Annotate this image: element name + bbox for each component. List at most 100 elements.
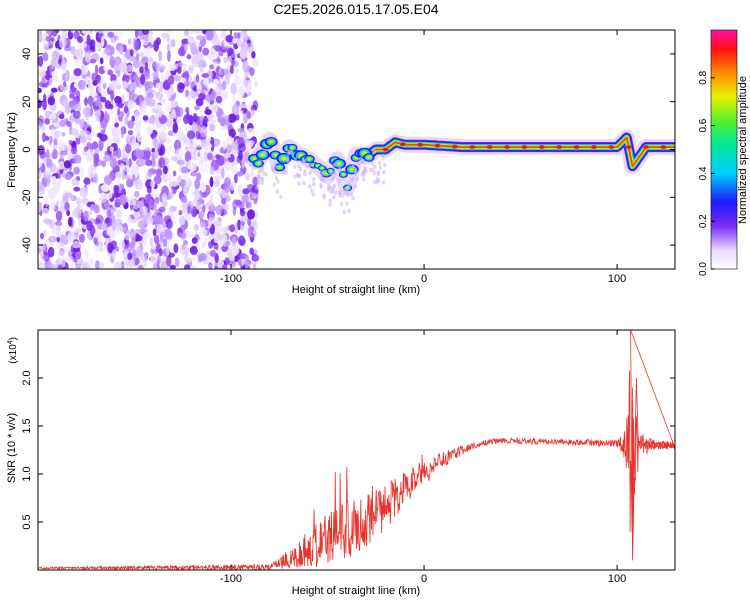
noise-blob (196, 84, 202, 93)
noise-blob (221, 90, 226, 100)
noise-blob (188, 114, 194, 126)
noise-blob (208, 213, 214, 219)
noise-blob (213, 78, 220, 85)
noise-blob (171, 110, 176, 119)
spray-dot (275, 189, 279, 194)
spray-dot (297, 181, 301, 186)
noise-blob (64, 202, 70, 212)
noise-blob (135, 52, 140, 63)
noise-blob (170, 100, 177, 109)
noise-blob (135, 151, 145, 160)
noise-blob (55, 220, 63, 227)
noise-blob (174, 257, 180, 267)
noise-blob (83, 146, 89, 152)
noise-blob (196, 142, 204, 148)
noise-blob (154, 116, 160, 124)
noise-blob (231, 104, 240, 116)
noise-blob (69, 255, 74, 262)
spray-dot (312, 177, 316, 182)
signal-peak-dot (573, 145, 580, 149)
noise-blob (38, 115, 45, 127)
noise-blob (165, 218, 173, 230)
noise-blob (117, 108, 121, 116)
noise-blob (187, 94, 191, 102)
noise-blob (75, 118, 82, 124)
colorbar-tick-label: 0.2 (698, 214, 709, 228)
noise-blob (113, 261, 122, 269)
noise-blob (207, 152, 213, 161)
noise-blob (137, 220, 145, 229)
noise-blob (42, 98, 47, 111)
noise-blob (109, 56, 116, 68)
noise-blob (226, 135, 234, 144)
noise-blob (127, 38, 135, 49)
noise-blob (142, 30, 149, 36)
noise-blob (70, 146, 78, 155)
noise-blob (93, 153, 100, 165)
noise-blob (250, 109, 256, 115)
noise-blob (62, 81, 67, 87)
noise-blob (61, 259, 66, 268)
x-tick-label: 100 (608, 573, 626, 585)
noise-blob (214, 91, 222, 97)
noise-blob (158, 50, 163, 62)
spray-dot (255, 185, 259, 190)
signal-blob (354, 156, 358, 160)
signal-peak-dot (608, 145, 615, 149)
noise-blob (107, 31, 115, 38)
noise-blob (136, 200, 144, 209)
noise-blob (92, 173, 99, 184)
noise-blob (251, 51, 256, 59)
noise-blob (224, 182, 231, 193)
signal-peak-dot (521, 145, 528, 149)
spray-dot (292, 174, 297, 179)
spray-dot (282, 170, 286, 175)
noise-blob (52, 148, 58, 160)
spray-dot (298, 174, 302, 179)
noise-blob (44, 118, 50, 125)
noise-blob (218, 50, 224, 57)
colorbar-label: Normalized spectral amplitude (737, 76, 749, 224)
noise-blob (113, 184, 120, 194)
spray-dot (310, 188, 314, 194)
noise-blob (168, 64, 177, 71)
signal-blob (269, 140, 274, 144)
noise-blob (137, 158, 146, 167)
snr-series-line (38, 330, 675, 570)
noise-blob (153, 175, 162, 185)
noise-blob (49, 188, 54, 194)
noise-blob (131, 138, 137, 148)
noise-blob (67, 232, 74, 243)
noise-blob (210, 89, 217, 100)
noise-blob (50, 74, 59, 83)
noise-blob (189, 245, 198, 255)
noise-blob (65, 69, 70, 82)
noise-blob (38, 168, 42, 180)
noise-blob (166, 105, 172, 113)
noise-blob (252, 262, 257, 269)
spray-dot (362, 177, 366, 182)
noise-blob (125, 233, 130, 241)
noise-blob (126, 229, 131, 235)
signal-peak-dot (625, 145, 632, 149)
signal-blob (316, 164, 320, 167)
noise-blob (221, 68, 229, 76)
noise-blob (71, 179, 80, 186)
noise-blob (87, 166, 92, 178)
noise-blob (186, 54, 192, 60)
noise-blob (134, 190, 140, 198)
noise-blob (138, 52, 144, 58)
noise-blob (101, 183, 110, 193)
noise-blob (251, 58, 259, 67)
noise-blob (184, 80, 192, 86)
noise-blob (123, 58, 127, 69)
noise-blob (55, 210, 63, 222)
noise-blob (155, 62, 161, 73)
noise-blob (237, 219, 241, 231)
noise-blob (58, 160, 65, 170)
noise-blob (129, 92, 137, 103)
noise-blob (64, 173, 72, 181)
snr-x-axis-label: Height of straight line (km) (292, 585, 420, 597)
noise-blob (234, 199, 243, 206)
noise-blob (73, 82, 80, 89)
